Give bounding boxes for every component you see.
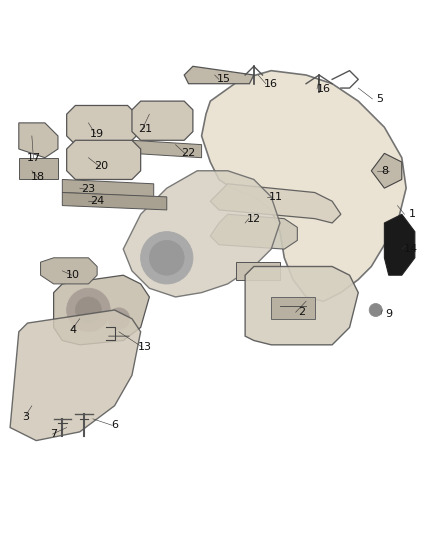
Polygon shape: [123, 171, 280, 297]
Text: 12: 12: [247, 214, 261, 224]
Polygon shape: [19, 123, 58, 158]
Circle shape: [67, 288, 110, 332]
Polygon shape: [62, 192, 167, 210]
Text: 6: 6: [111, 421, 118, 430]
Text: 14: 14: [403, 244, 417, 254]
Polygon shape: [67, 140, 141, 180]
Text: 24: 24: [90, 196, 104, 206]
Circle shape: [149, 240, 184, 275]
Polygon shape: [201, 71, 406, 301]
Polygon shape: [210, 184, 341, 223]
Text: 3: 3: [22, 411, 29, 422]
Polygon shape: [132, 140, 201, 158]
Text: 13: 13: [138, 342, 152, 352]
Circle shape: [141, 232, 193, 284]
Circle shape: [369, 303, 382, 317]
Text: 19: 19: [90, 129, 104, 139]
Polygon shape: [385, 214, 415, 275]
Text: 16: 16: [316, 84, 330, 94]
Text: 7: 7: [50, 429, 57, 439]
Text: 18: 18: [32, 172, 46, 182]
Text: 4: 4: [70, 325, 77, 335]
Polygon shape: [67, 106, 136, 144]
Circle shape: [75, 297, 102, 323]
Polygon shape: [371, 154, 402, 188]
Text: 17: 17: [27, 152, 41, 163]
Text: 23: 23: [81, 184, 95, 195]
Polygon shape: [19, 158, 58, 180]
Text: 2: 2: [298, 307, 305, 317]
Polygon shape: [245, 266, 358, 345]
Text: 1: 1: [409, 209, 416, 219]
Circle shape: [108, 308, 130, 329]
Text: 15: 15: [216, 75, 230, 84]
Text: 9: 9: [385, 309, 392, 319]
Polygon shape: [41, 258, 97, 284]
Text: 8: 8: [381, 166, 388, 176]
Polygon shape: [184, 66, 254, 84]
Text: 21: 21: [138, 124, 152, 134]
Polygon shape: [132, 101, 193, 140]
Polygon shape: [10, 310, 141, 441]
Text: 10: 10: [66, 270, 80, 280]
Text: 5: 5: [377, 94, 384, 104]
Text: 11: 11: [268, 192, 283, 202]
Polygon shape: [210, 214, 297, 249]
Text: 22: 22: [181, 148, 196, 158]
Bar: [237, 262, 280, 279]
Text: 16: 16: [264, 79, 278, 88]
Bar: [271, 297, 315, 319]
Polygon shape: [53, 275, 149, 345]
Text: 20: 20: [95, 161, 109, 172]
Polygon shape: [62, 180, 154, 197]
